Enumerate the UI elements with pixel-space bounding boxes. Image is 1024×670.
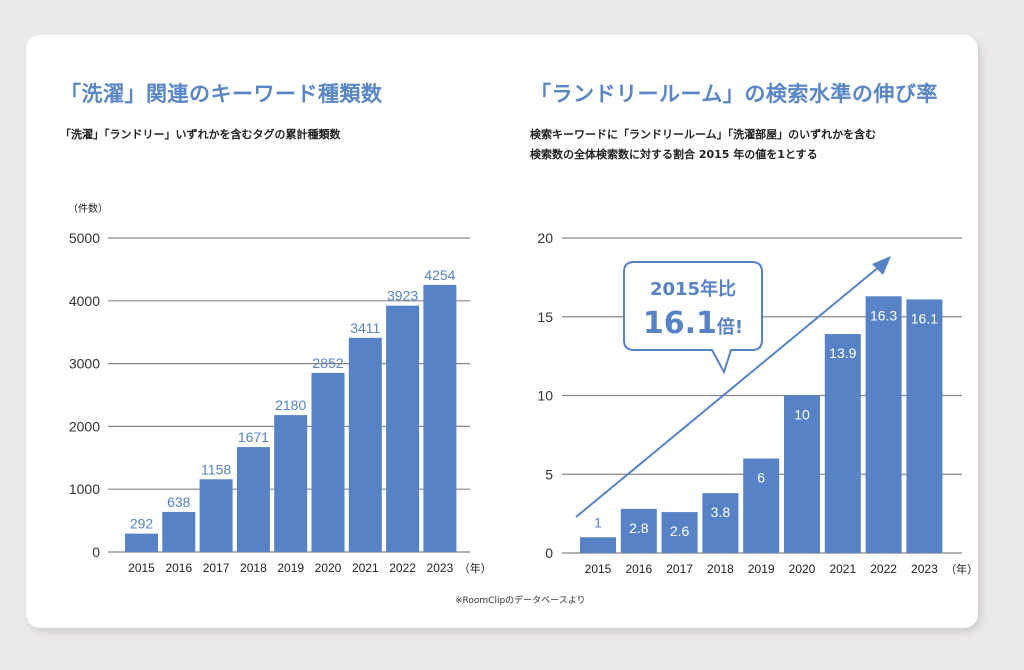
right-chart-subtitle: 検索キーワードに「ランドリールーム」「洗濯部屋」のいずれかを含む 検索数の全体検…: [530, 125, 876, 165]
right-x-tick-label: 2022: [870, 562, 897, 576]
right-y-tick-label: 10: [537, 388, 553, 404]
left-y-unit-label: （件数）: [68, 204, 108, 215]
left-y-tick-label: 1000: [69, 481, 100, 497]
left-bar: [274, 415, 308, 552]
right-x-tick-label: 2020: [789, 562, 816, 576]
right-x-tick-label: 2023: [911, 562, 938, 576]
callout-bubble: [623, 261, 763, 375]
right-bar: [702, 493, 739, 553]
left-bar: [236, 447, 270, 552]
right-bar: [580, 537, 616, 553]
left-y-tick-label: 5000: [69, 230, 100, 246]
left-y-tick-label: 3000: [69, 356, 100, 372]
left-bar: [125, 533, 158, 552]
right-y-tick-label: 5: [545, 466, 553, 482]
right-bar: [784, 395, 820, 553]
right-subtitle-line-2: 検索数の全体検索数に対する割合 2015 年の値を1とする: [530, 148, 818, 161]
left-bar-value-label: 638: [167, 494, 191, 510]
right-x-unit-label: （年）: [945, 562, 978, 576]
left-y-tick-label: 2000: [69, 418, 100, 434]
right-bar-value-label: 2.6: [670, 523, 690, 539]
right-bar: [865, 296, 902, 553]
left-bar: [423, 284, 457, 552]
right-bar-value-label: 3.8: [711, 504, 731, 520]
trend-arrow-head: [872, 256, 891, 275]
left-bar: [386, 305, 420, 552]
right-x-tick-label: 2015: [585, 562, 612, 576]
right-x-tick-label: 2016: [625, 562, 652, 576]
right-bar-value-label: 2.8: [629, 520, 649, 536]
right-bar-value-label: 16.1: [911, 310, 938, 326]
right-bar-value-label: 6: [757, 470, 765, 486]
source-note: ※RoomClipのデータベースより: [455, 596, 586, 606]
left-bar-value-label: 4254: [424, 267, 455, 283]
callout-line-1: 2015年比: [650, 278, 736, 300]
right-chart-title: 「ランドリールーム」の検索水準の伸び率: [530, 82, 938, 106]
left-x-tick-label: 2016: [165, 561, 192, 575]
right-y-tick-label: 0: [545, 545, 553, 561]
left-x-tick-label: 2023: [427, 561, 454, 575]
left-bar: [311, 372, 345, 552]
left-x-tick-label: 2019: [277, 561, 304, 575]
right-y-tick-label: 15: [537, 309, 553, 325]
left-y-tick-label: 4000: [69, 293, 100, 309]
left-y-tick-label: 0: [92, 544, 100, 560]
left-bar-value-label: 292: [130, 516, 154, 532]
left-x-unit-label: （年）: [459, 561, 492, 575]
left-x-tick-label: 2018: [240, 561, 267, 575]
right-x-tick-label: 2019: [748, 562, 775, 576]
right-bar-value-label: 13.9: [829, 345, 856, 361]
left-bar-value-label: 3411: [350, 320, 380, 336]
right-x-tick-label: 2017: [666, 562, 693, 576]
left-x-tick-label: 2022: [389, 561, 416, 575]
left-chart-subtitle: 「洗濯」「ランドリー」いずれかを含むタグの累計種類数: [60, 128, 341, 141]
right-bar-value-label: 16.3: [870, 307, 897, 323]
right-bar: [743, 458, 780, 553]
left-bar-value-label: 2180: [275, 397, 306, 413]
right-bar: [824, 334, 861, 553]
left-chart-title: 「洗濯」関連のキーワード種類数: [60, 82, 383, 106]
right-subtitle-line-1: 検索キーワードに「ランドリールーム」「洗濯部屋」のいずれかを含む: [530, 128, 877, 141]
callout-line-2: 16.1倍!: [643, 306, 743, 341]
left-bar-value-label: 1671: [238, 429, 269, 445]
left-bar: [348, 337, 382, 552]
left-bar-value-label: 1158: [201, 461, 231, 477]
right-bar: [906, 299, 943, 553]
right-bar-value-label: 10: [794, 407, 810, 423]
left-bar: [199, 479, 233, 552]
left-x-tick-label: 2020: [315, 561, 342, 575]
right-bar: [620, 508, 657, 553]
left-bar-value-label: 2852: [312, 355, 343, 371]
right-bar-value-label: 1: [594, 514, 602, 530]
right-x-tick-label: 2018: [707, 562, 734, 576]
callout-suffix: 倍!: [717, 316, 743, 338]
trend-arrow-line: [575, 265, 881, 518]
right-bar: [661, 512, 698, 553]
left-bar-value-label: 3923: [387, 288, 418, 304]
left-x-tick-label: 2015: [128, 561, 155, 575]
left-x-tick-label: 2021: [352, 561, 379, 575]
left-x-tick-label: 2017: [203, 561, 230, 575]
right-y-tick-label: 20: [537, 230, 553, 246]
right-x-tick-label: 2021: [829, 562, 856, 576]
callout-value: 16.1: [643, 306, 717, 341]
left-bar: [162, 511, 196, 552]
